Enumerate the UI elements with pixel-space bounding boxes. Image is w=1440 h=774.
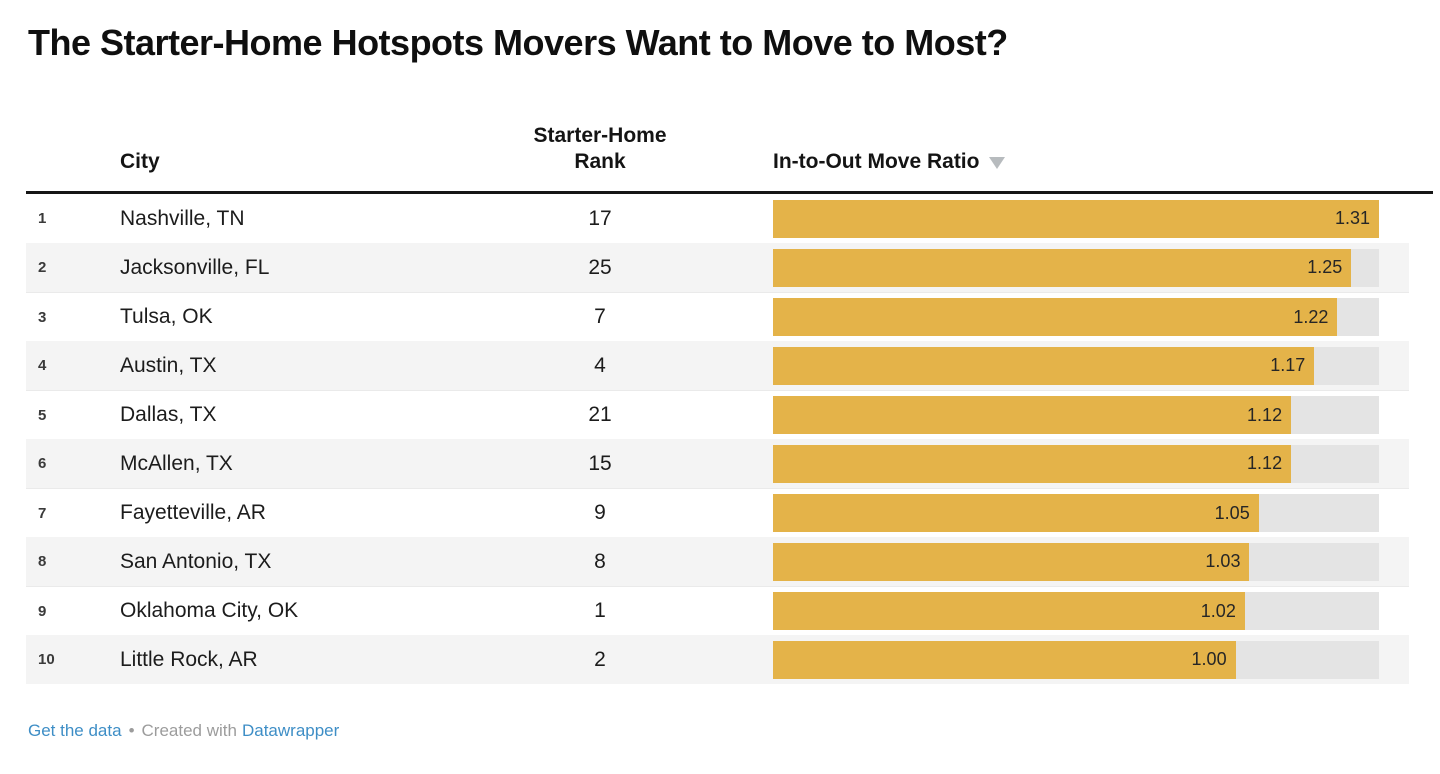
move-ratio-bar: 1.31 xyxy=(773,199,1379,238)
move-ratio-bar: 1.05 xyxy=(773,494,1259,533)
row-rank-number: 1 xyxy=(38,210,47,228)
move-ratio-bar: 1.22 xyxy=(773,298,1338,337)
move-ratio-value: 1.12 xyxy=(1247,453,1283,474)
move-ratio-value: 1.25 xyxy=(1307,257,1343,278)
column-header-move-ratio-label: In-to-Out Move Ratio xyxy=(773,150,980,174)
table-row: 3 Tulsa, OK 7 1.22 xyxy=(26,292,1409,342)
table-header-row: City Starter-Home Rank In-to-Out Move Ra… xyxy=(26,63,1440,191)
move-ratio-value: 1.12 xyxy=(1247,404,1283,425)
row-city: Little Rock, AR xyxy=(120,647,258,671)
move-ratio-bar: 1.02 xyxy=(773,592,1245,631)
move-ratio-value: 1.31 xyxy=(1334,208,1370,229)
row-starter-home-rank: 7 xyxy=(594,305,606,329)
row-move-ratio-cell: 1.31 xyxy=(770,199,1409,238)
table-body: 1 Nashville, TN 17 1.31 2 Jacksonville, … xyxy=(26,194,1409,685)
row-rank-number: 5 xyxy=(38,406,47,424)
row-city: Nashville, TN xyxy=(120,206,245,230)
bar-track: 1.22 xyxy=(773,298,1379,337)
row-rank-number: 7 xyxy=(38,504,47,522)
move-ratio-value: 1.05 xyxy=(1214,502,1250,523)
move-ratio-bar: 1.00 xyxy=(773,640,1236,679)
row-starter-home-rank: 2 xyxy=(594,647,606,671)
row-rank-number: 3 xyxy=(38,308,47,326)
row-move-ratio-cell: 1.17 xyxy=(770,346,1409,385)
table-row: 8 San Antonio, TX 8 1.03 xyxy=(26,537,1409,587)
row-city: Jacksonville, FL xyxy=(120,255,270,279)
move-ratio-bar: 1.03 xyxy=(773,542,1250,581)
row-rank-number: 9 xyxy=(38,602,47,620)
row-city: Austin, TX xyxy=(120,353,217,377)
move-ratio-bar: 1.12 xyxy=(773,396,1292,435)
row-city: Oklahoma City, OK xyxy=(120,599,299,623)
row-city: Tulsa, OK xyxy=(120,305,213,329)
row-move-ratio-cell: 1.00 xyxy=(770,640,1409,679)
table-row: 9 Oklahoma City, OK 1 1.02 xyxy=(26,586,1409,636)
bar-track: 1.12 xyxy=(773,444,1379,483)
row-move-ratio-cell: 1.22 xyxy=(770,298,1409,337)
row-city: Fayetteville, AR xyxy=(120,501,266,525)
table-row: 5 Dallas, TX 21 1.12 xyxy=(26,390,1409,440)
row-rank-number: 8 xyxy=(38,553,47,571)
row-rank-number: 10 xyxy=(38,651,55,669)
row-starter-home-rank: 9 xyxy=(594,501,606,525)
table-row: 2 Jacksonville, FL 25 1.25 xyxy=(26,243,1409,293)
row-starter-home-rank: 8 xyxy=(594,549,606,573)
bar-track: 1.02 xyxy=(773,592,1379,631)
bar-track: 1.00 xyxy=(773,640,1379,679)
row-city: Dallas, TX xyxy=(120,403,217,427)
footer-created-with-text: Created with xyxy=(141,721,237,741)
table-row: 1 Nashville, TN 17 1.31 xyxy=(26,194,1409,244)
datawrapper-link[interactable]: Datawrapper xyxy=(241,721,340,741)
row-move-ratio-cell: 1.12 xyxy=(770,444,1409,483)
row-move-ratio-cell: 1.03 xyxy=(770,542,1409,581)
bar-track: 1.12 xyxy=(773,396,1379,435)
row-starter-home-rank: 17 xyxy=(588,206,612,230)
column-header-city-label: City xyxy=(120,150,160,174)
row-starter-home-rank: 4 xyxy=(594,353,606,377)
row-move-ratio-cell: 1.25 xyxy=(770,248,1409,287)
move-ratio-value: 1.03 xyxy=(1205,551,1241,572)
row-move-ratio-cell: 1.05 xyxy=(770,494,1409,533)
row-move-ratio-cell: 1.02 xyxy=(770,592,1409,631)
move-ratio-bar: 1.25 xyxy=(773,248,1352,287)
bar-track: 1.05 xyxy=(773,494,1379,533)
bar-track: 1.25 xyxy=(773,248,1379,287)
footer-separator: • xyxy=(128,721,135,741)
column-header-move-ratio[interactable]: In-to-Out Move Ratio xyxy=(770,149,1440,175)
footer: Get the data • Created with Datawrapper xyxy=(26,721,1440,741)
row-rank-number: 2 xyxy=(38,259,47,277)
table-row: 10 Little Rock, AR 2 1.00 xyxy=(26,635,1409,685)
move-ratio-value: 1.02 xyxy=(1200,600,1236,621)
table-row: 6 McAllen, TX 15 1.12 xyxy=(26,439,1409,489)
move-ratio-value: 1.17 xyxy=(1270,355,1306,376)
datawrapper-table-chart: The Starter-Home Hotspots Movers Want to… xyxy=(26,22,1440,741)
header-divider xyxy=(26,191,1433,195)
row-starter-home-rank: 25 xyxy=(588,255,612,279)
row-city: San Antonio, TX xyxy=(120,549,272,573)
table-row: 4 Austin, TX 4 1.17 xyxy=(26,341,1409,391)
get-the-data-link[interactable]: Get the data xyxy=(28,721,122,741)
bar-track: 1.03 xyxy=(773,542,1379,581)
column-header-starter-home-rank-label: Starter-Home Rank xyxy=(533,123,667,174)
row-starter-home-rank: 21 xyxy=(588,403,612,427)
row-rank-number: 6 xyxy=(38,455,47,473)
bar-track: 1.17 xyxy=(773,346,1379,385)
move-ratio-value: 1.22 xyxy=(1293,306,1329,327)
move-ratio-bar: 1.12 xyxy=(773,444,1292,483)
row-move-ratio-cell: 1.12 xyxy=(770,396,1409,435)
row-city: McAllen, TX xyxy=(120,451,233,475)
column-header-city[interactable]: City xyxy=(120,149,430,175)
row-rank-number: 4 xyxy=(38,357,47,375)
row-starter-home-rank: 15 xyxy=(588,451,612,475)
column-header-starter-home-rank[interactable]: Starter-Home Rank xyxy=(430,123,770,176)
chart-title: The Starter-Home Hotspots Movers Want to… xyxy=(28,22,1008,63)
move-ratio-bar: 1.17 xyxy=(773,346,1315,385)
table-row: 7 Fayetteville, AR 9 1.05 xyxy=(26,488,1409,538)
bar-track: 1.31 xyxy=(773,199,1379,238)
sort-descending-icon xyxy=(989,157,1006,170)
move-ratio-value: 1.00 xyxy=(1191,649,1227,670)
row-starter-home-rank: 1 xyxy=(594,599,606,623)
